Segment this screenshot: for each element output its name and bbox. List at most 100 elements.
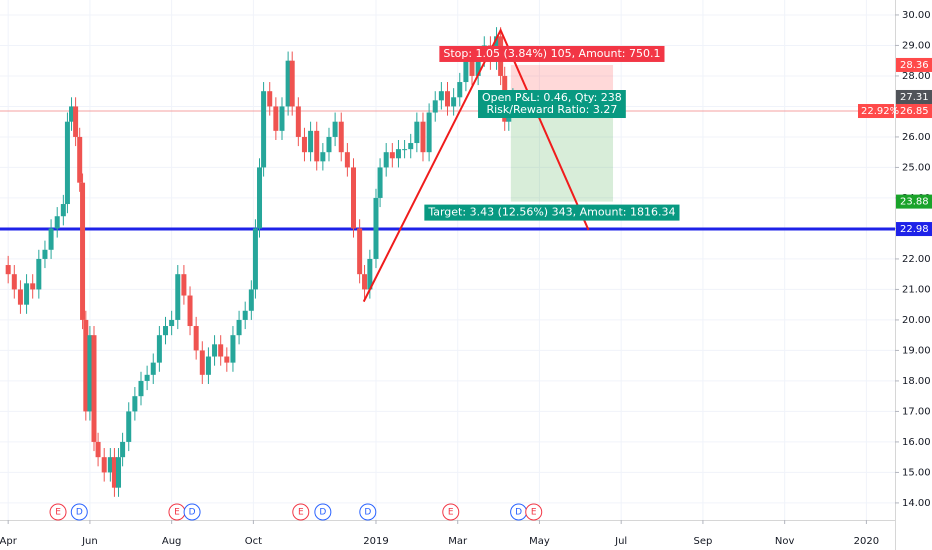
label-text: Stop: 1.05 (3.84%) 105, Amount: 750.1: [443, 47, 660, 60]
y-tick-label: 21.00: [902, 284, 931, 295]
event-label: D: [515, 508, 522, 518]
candle-body: [193, 326, 199, 351]
candle-body: [218, 344, 224, 357]
y-tick-label: 29.00: [902, 40, 931, 51]
candle-body: [30, 283, 36, 290]
target-zone: [510, 111, 614, 202]
candle-body: [389, 152, 395, 159]
y-tick-label: 15.00: [902, 467, 931, 478]
candle-body: [73, 106, 79, 137]
price-label-box: [896, 194, 932, 209]
candle-body: [236, 319, 242, 336]
event-marker: [49, 503, 67, 521]
price-label-box: [896, 89, 932, 104]
x-tick-label: Apr: [0, 536, 18, 547]
candle-body: [138, 380, 144, 397]
candle-body: [267, 91, 273, 107]
candle-body: [36, 258, 42, 290]
x-tick-label: Nov: [775, 536, 795, 547]
candle-body: [279, 106, 285, 131]
candle-body: [120, 441, 126, 458]
price-label: 27.31: [900, 92, 929, 103]
trend-line: [362, 27, 590, 303]
candle-body: [469, 60, 475, 76]
x-tick-label: Oct: [245, 536, 262, 547]
candle-body: [5, 265, 11, 275]
candle-body: [457, 82, 463, 98]
candle-body: [357, 228, 363, 275]
event-label: E: [448, 508, 454, 518]
candle-body: [95, 441, 101, 458]
event-marker: [442, 503, 460, 521]
candle-body: [69, 106, 75, 122]
candle-body: [383, 152, 389, 168]
candle-body: [367, 258, 373, 290]
label-box: [478, 90, 626, 119]
y-tick-label: 20.00: [902, 315, 931, 326]
candle-body: [42, 249, 48, 259]
event-label: E: [531, 508, 537, 518]
candle-body: [87, 335, 93, 412]
candle-body: [338, 121, 344, 153]
candle-body: [242, 310, 248, 320]
event-label: D: [189, 508, 196, 518]
candle-body: [438, 91, 444, 101]
label-text: Open P&L: 0.46, Qty: 238: [482, 91, 622, 104]
candle-body: [289, 60, 295, 107]
candle-body: [230, 335, 236, 363]
candle-body: [451, 97, 457, 107]
event-marker: [70, 503, 88, 521]
candle-body: [11, 274, 17, 290]
candle-body: [314, 130, 320, 162]
label-text: Target: 3.43 (12.56%) 343, Amount: 1816.…: [427, 206, 675, 219]
x-tick-label: Aug: [162, 536, 182, 547]
candle-body: [48, 228, 54, 250]
x-tick-label: Jun: [81, 536, 98, 547]
candle-body: [101, 457, 107, 473]
candle-body: [80, 182, 86, 320]
candle-body: [60, 204, 66, 217]
candle-body: [24, 283, 30, 305]
candle-body: [107, 457, 113, 473]
candle-body: [156, 335, 162, 363]
event-label: D: [364, 508, 371, 518]
price-label-box: [896, 57, 932, 72]
candle-body: [426, 112, 432, 153]
y-tick-label: 19.00: [902, 345, 931, 356]
candle-body: [377, 167, 383, 198]
price-label: 23.88: [900, 197, 929, 208]
y-tick-label: 14.00: [902, 498, 931, 509]
y-tick-label: 17.00: [902, 406, 931, 417]
candle-body: [83, 319, 89, 412]
price-label: 28.36: [900, 60, 929, 71]
x-tick-label: 2019: [363, 536, 388, 547]
candle-body: [199, 350, 205, 375]
candle-body: [402, 149, 408, 151]
candle-body: [351, 167, 357, 229]
candle-body: [432, 100, 438, 113]
candle-body: [344, 152, 350, 168]
y-tick-label: 28.00: [902, 71, 931, 82]
event-marker: [314, 503, 332, 521]
y-tick-label: 16.00: [902, 437, 931, 448]
candle-body: [150, 362, 156, 375]
candle-body: [111, 457, 117, 488]
candle-body: [169, 319, 175, 327]
candle-body: [273, 106, 279, 131]
position-label: Target: 3.43 (12.56%) 343, Amount: 1816.…: [424, 204, 680, 221]
label-box: [439, 45, 665, 62]
x-tick-label: Mar: [448, 536, 468, 547]
y-tick-label: 30.00: [902, 10, 931, 21]
x-tick-label: Sep: [693, 536, 712, 547]
event-marker: [525, 503, 543, 521]
label-box: [424, 204, 680, 221]
x-tick-label: Jul: [614, 536, 627, 547]
event-marker: [359, 503, 377, 521]
candle-body: [132, 396, 138, 412]
candle-body: [332, 121, 338, 137]
price-label: 26.85: [900, 106, 929, 117]
candle-body: [475, 57, 481, 76]
candle-body: [116, 457, 122, 488]
